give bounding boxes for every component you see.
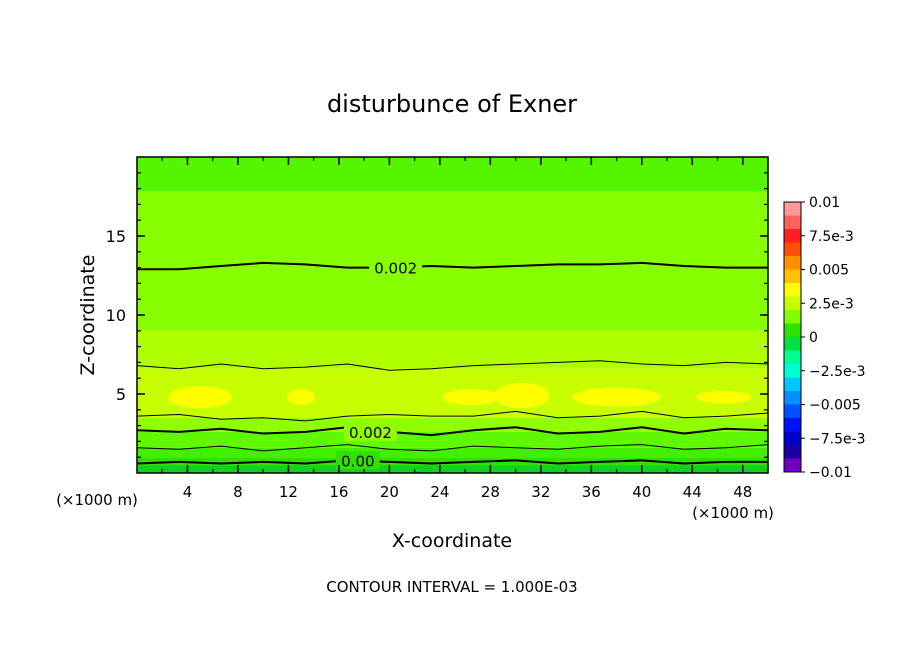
colorbar-swatch — [784, 445, 801, 459]
y-tick-label: 10 — [106, 306, 126, 325]
colorbar-label: 0.005 — [809, 263, 849, 279]
colorbar-label: 0 — [809, 330, 818, 346]
contour-region — [572, 387, 661, 407]
plot-field: 0.002 0.002 0.00 — [136, 156, 769, 474]
contour-label: 0.002 — [349, 424, 392, 442]
colorbar-label: 0.01 — [809, 195, 840, 211]
contour-label: 0.00 — [341, 452, 374, 470]
contour-label-bg — [343, 422, 397, 441]
x-tick-label: 28 — [481, 483, 500, 501]
colorbar-swatch — [784, 202, 801, 216]
contour-region — [494, 382, 550, 409]
x-axis-label: X-coordinate — [392, 530, 512, 552]
colorbar-swatch — [784, 337, 801, 351]
contour-line — [137, 459, 768, 465]
contour-region — [168, 386, 232, 409]
contour-band — [137, 330, 768, 369]
contour-band — [137, 447, 768, 458]
colorbar-swatch — [784, 350, 801, 365]
y-axis-ticks: 5 10 15 — [106, 172, 768, 458]
x-tick-label: 36 — [582, 483, 601, 501]
x-tick-label: 12 — [279, 483, 298, 501]
contour-band — [137, 191, 768, 331]
x-tick-label: 8 — [233, 483, 243, 501]
colorbar-label: −2.5e-3 — [809, 364, 866, 380]
x-tick-label: 4 — [183, 483, 193, 501]
y-axis-label: Z-coordinate — [77, 255, 99, 376]
x-tick-label: 32 — [531, 483, 550, 501]
contour-band — [137, 457, 768, 466]
x-unit-right: (×1000 m) — [692, 504, 774, 522]
contour-label-bg — [369, 258, 423, 277]
colorbar-swatch — [784, 242, 801, 257]
colorbar-swatch — [784, 256, 801, 270]
x-tick-label: 44 — [683, 483, 702, 501]
colorbar-swatch — [784, 377, 801, 392]
y-tick-label: 5 — [116, 385, 126, 404]
x-tick-label: 40 — [632, 483, 651, 501]
contour-band — [137, 157, 768, 192]
colorbar-swatch — [784, 404, 801, 419]
x-tick-label: 24 — [430, 483, 449, 501]
contour-line — [137, 261, 768, 271]
colorbar-swatch — [784, 323, 801, 338]
x-tick-label: 20 — [380, 483, 399, 501]
contour-line — [137, 360, 768, 371]
contour-interval-note: CONTOUR INTERVAL = 1.000E-03 — [326, 578, 577, 596]
contour-line — [137, 410, 768, 422]
contour-line — [137, 426, 768, 437]
x-axis-ticks: 4 8 12 16 20 24 28 32 36 40 44 48 — [161, 157, 769, 501]
colorbar-label: −0.005 — [809, 398, 861, 414]
colorbar-swatch — [784, 418, 801, 432]
chart-title: disturbunce of Exner — [327, 90, 577, 118]
colorbar-swatch — [784, 391, 801, 405]
colorbar-swatch — [784, 296, 801, 311]
contour-region — [442, 389, 501, 406]
colorbar-swatch — [784, 229, 801, 243]
colorbar-swatch — [784, 215, 801, 230]
colorbar-swatch — [784, 364, 801, 378]
contour-label-bg — [335, 451, 380, 470]
colorbar: 0.01 7.5e-3 0.005 2.5e-3 0 −2.5e-3 −0.005 −7.5e… — [783, 195, 866, 481]
contour-band — [137, 417, 768, 432]
contour-band — [137, 431, 768, 448]
y-tick-label: 15 — [106, 227, 126, 246]
contour-region — [287, 389, 315, 406]
x-tick-label: 16 — [329, 483, 348, 501]
colorbar-label: 2.5e-3 — [809, 296, 854, 312]
colorbar-swatch — [784, 269, 801, 284]
contour-band — [137, 465, 768, 473]
x-unit-left: (×1000 m) — [56, 491, 138, 509]
colorbar-label: −0.01 — [809, 465, 852, 481]
colorbar-swatch — [784, 310, 801, 324]
colorbar-label: −7.5e-3 — [809, 431, 866, 447]
colorbar-swatch — [784, 431, 801, 446]
contour-label: 0.002 — [374, 260, 417, 278]
contour-region — [696, 390, 752, 404]
contour-line — [137, 444, 768, 452]
colorbar-label: 7.5e-3 — [809, 229, 854, 245]
colorbar-swatch — [784, 283, 801, 297]
x-tick-label: 48 — [733, 483, 752, 501]
colorbar-swatch — [784, 458, 801, 473]
